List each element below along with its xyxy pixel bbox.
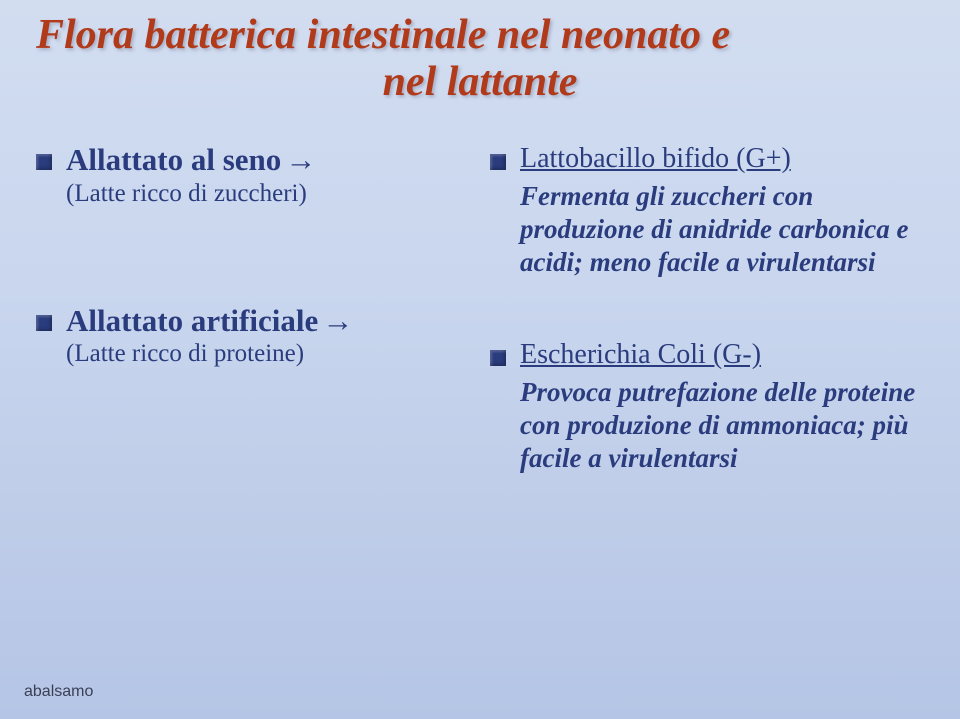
left-block-0: Allattato al seno → (Latte ricco di zucc… xyxy=(36,142,470,208)
bullet-row: Lattobacillo bifido (G+) xyxy=(490,142,924,176)
right-block-1: Escherichia Coli (G-) Provoca putrefazio… xyxy=(490,338,924,474)
title-line-2: nel lattante xyxy=(36,59,924,106)
left-sub-0: (Latte ricco di zuccheri) xyxy=(66,180,470,208)
right-column: Lattobacillo bifido (G+) Fermenta gli zu… xyxy=(490,142,924,535)
bullet-row: Allattato artificiale → xyxy=(36,303,470,339)
left-block-1: Allattato artificiale → (Latte ricco di … xyxy=(36,303,470,369)
left-heading-0: Allattato al seno xyxy=(66,142,281,177)
left-column: Allattato al seno → (Latte ricco di zucc… xyxy=(36,142,470,535)
bullet-row: Escherichia Coli (G-) xyxy=(490,338,924,372)
bullet-content: Escherichia Coli (G-) xyxy=(520,338,761,372)
columns: Allattato al seno → (Latte ricco di zucc… xyxy=(36,142,924,535)
arrow-icon: → xyxy=(322,303,351,338)
title-line-1: Flora batterica intestinale nel neonato … xyxy=(36,12,924,59)
square-bullet-icon xyxy=(36,154,52,170)
left-heading-1: Allattato artificiale xyxy=(66,303,318,338)
bullet-content: Allattato artificiale → xyxy=(66,303,351,339)
left-sub-1: (Latte ricco di proteine) xyxy=(66,340,470,368)
bullet-content: Lattobacillo bifido (G+) xyxy=(520,142,791,176)
right-body-0: Fermenta gli zuccheri con produzione di … xyxy=(520,180,924,279)
right-heading-1: Escherichia Coli (G-) xyxy=(520,339,761,370)
arrow-icon: → xyxy=(285,142,314,177)
slide: Flora batterica intestinale nel neonato … xyxy=(0,0,960,719)
right-block-0: Lattobacillo bifido (G+) Fermenta gli zu… xyxy=(490,142,924,278)
square-bullet-icon xyxy=(490,154,506,170)
bullet-content: Allattato al seno → xyxy=(66,142,314,178)
page-title: Flora batterica intestinale nel neonato … xyxy=(36,12,924,106)
bullet-row: Allattato al seno → xyxy=(36,142,470,178)
square-bullet-icon xyxy=(36,315,52,331)
footer-author: abalsamo xyxy=(24,683,93,701)
right-body-1: Provoca putrefazione delle proteine con … xyxy=(520,376,924,475)
square-bullet-icon xyxy=(490,350,506,366)
right-heading-0: Lattobacillo bifido (G+) xyxy=(520,143,791,174)
